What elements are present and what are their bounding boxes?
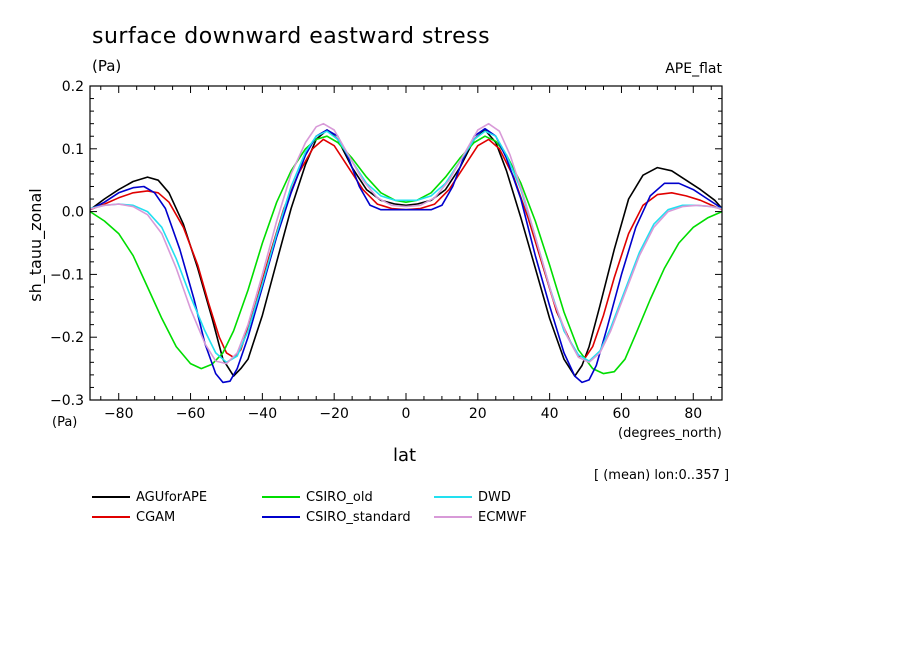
legend-label: CSIRO_old [306,490,373,505]
legend-swatch [262,516,300,518]
series-line-cgam [90,138,722,359]
legend-swatch [92,516,130,518]
x-tick-label: −40 [248,406,278,422]
legend-label: DWD [478,490,511,505]
series-line-dwd [90,130,722,364]
y-tick-label: −0.2 [50,330,84,346]
y-tick-label: −0.3 [50,393,84,409]
legend-swatch [92,496,130,498]
y-axis-units: (Pa) [52,415,78,430]
legend-label: AGUforAPE [136,490,208,505]
y-tick-label: −0.1 [50,267,84,283]
x-tick-label: −80 [104,406,134,422]
averaging-note: [ (mean) lon:0..357 ] [594,468,730,483]
units-label: (Pa) [92,57,122,75]
x-tick-label: −20 [319,406,349,422]
x-axis-label: lat [393,445,417,466]
chart-title: surface downward eastward stress [92,24,491,49]
y-tick-label: 0.1 [62,142,84,158]
legend-swatch [262,496,300,498]
x-axis-units: (degrees_north) [618,426,722,441]
y-tick-label: 0.2 [62,79,84,95]
legend-swatch [434,496,472,498]
series-line-aguforape [90,129,722,377]
series-line-ecmwf [90,122,722,365]
legend-swatch [434,516,472,518]
x-tick-label: 60 [613,406,631,422]
series-line-csiro-standard [90,127,722,384]
legend-label: CGAM [136,510,176,525]
series-line-csiro-old [90,135,722,375]
run-label: APE_flat [665,61,722,77]
x-tick-label: 0 [402,406,411,422]
x-tick-label: 20 [469,406,487,422]
y-tick-label: 0.0 [62,205,84,221]
legend-label: CSIRO_standard [306,510,411,525]
x-tick-label: −60 [176,406,206,422]
x-tick-label: 80 [684,406,702,422]
x-tick-label: 40 [541,406,559,422]
legend-label: ECMWF [478,510,527,525]
